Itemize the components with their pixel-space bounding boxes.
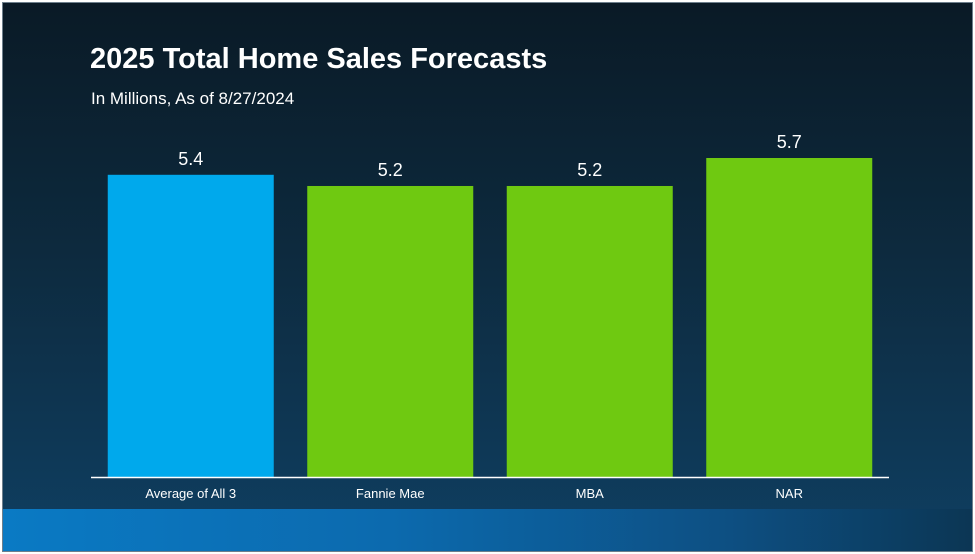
x-tick-label: Average of All 3	[145, 486, 236, 501]
chart-subtitle: In Millions, As of 8/27/2024	[91, 89, 295, 108]
bar-nar	[706, 158, 873, 477]
bar-mba	[506, 185, 673, 477]
bar-fannie-mae	[307, 185, 474, 477]
data-label: 5.7	[777, 132, 802, 152]
x-tick-label: NAR	[776, 486, 803, 501]
footer-band	[3, 509, 972, 551]
bar-average-of-all-3	[107, 174, 274, 477]
bar-chart: 5.4 Average of All 3 5.2 Fannie Mae 5.2 MBA 5.…	[91, 132, 889, 501]
data-label: 5.2	[378, 160, 403, 180]
chart-title: 2025 Total Home Sales Forecasts	[90, 43, 548, 75]
x-tick-label: MBA	[576, 486, 605, 501]
x-tick-label: Fannie Mae	[356, 486, 425, 501]
data-label: 5.2	[577, 160, 602, 180]
data-label: 5.4	[178, 149, 203, 169]
